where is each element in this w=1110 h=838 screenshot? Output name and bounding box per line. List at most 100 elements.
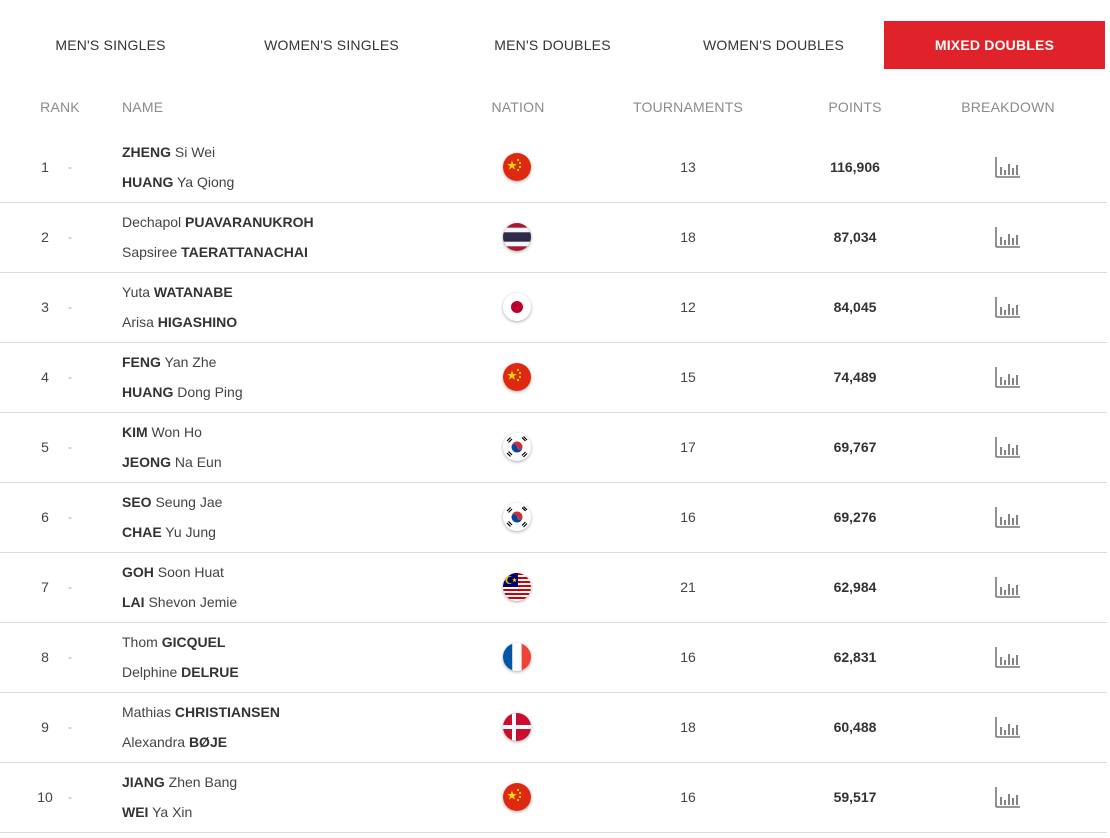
player-one-first: Yuta: [122, 284, 154, 300]
player-one-surname: WATANABE: [153, 284, 233, 300]
player-one-name[interactable]: Dechapol PUAVARANUKROH: [122, 210, 314, 240]
breakdown-chart-icon[interactable]: [995, 646, 1021, 668]
tab-mens-doubles[interactable]: MEN'S DOUBLES: [494, 37, 611, 53]
player-pair: GOH Soon Huat LAI Shevon Jemie: [122, 560, 237, 620]
rank-number: 8: [41, 649, 49, 665]
column-header-breakdown: BREAKDOWN: [961, 99, 1055, 115]
player-one-surname: JIANG: [122, 774, 165, 790]
rank-change: -: [68, 230, 72, 244]
malaysia-flag-icon: [503, 573, 531, 601]
table-row[interactable]: 5 - KIM Won Ho JEONG Na Eun 17 69,767: [0, 413, 1107, 483]
points-value: 69,276: [833, 509, 877, 525]
category-tabs: MEN'S SINGLES WOMEN'S SINGLES MEN'S DOUB…: [0, 21, 1105, 69]
breakdown-chart-icon[interactable]: [995, 506, 1021, 528]
player-two-surname: DELRUE: [181, 664, 239, 680]
player-one-name[interactable]: FENG Yan Zhe: [122, 350, 243, 380]
points-value: 69,767: [833, 439, 877, 455]
player-pair: KIM Won Ho JEONG Na Eun: [122, 420, 222, 480]
player-two-surname: JEONG: [122, 454, 172, 470]
korea-flag-icon: [503, 433, 531, 461]
player-pair: Thom GICQUEL Delphine DELRUE: [122, 630, 239, 690]
breakdown-chart-icon[interactable]: [995, 786, 1021, 808]
player-one-first: Mathias: [122, 704, 175, 720]
player-two-surname: WEI: [122, 804, 149, 820]
player-pair: JIANG Zhen Bang WEI Ya Xin: [122, 770, 237, 830]
korea-flag-icon: [503, 503, 531, 531]
table-row[interactable]: 2 - Dechapol PUAVARANUKROH Sapsiree TAER…: [0, 203, 1107, 273]
player-one-name[interactable]: ZHENG Si Wei: [122, 140, 234, 170]
france-flag-icon: [503, 643, 531, 671]
rank-number: 9: [41, 719, 49, 735]
table-row[interactable]: 10 - JIANG Zhen Bang WEI Ya Xin 16 59,51…: [0, 763, 1107, 833]
breakdown-chart-icon[interactable]: [995, 296, 1021, 318]
rank-change: -: [68, 300, 72, 314]
tab-womens-singles[interactable]: WOMEN'S SINGLES: [264, 37, 399, 53]
player-one-surname: ZHENG: [122, 144, 171, 160]
rankings-table-body: 1 - ZHENG Si Wei HUANG Ya Qiong 13 116,9…: [0, 133, 1107, 833]
player-two-first: Sapsiree: [122, 244, 182, 260]
tab-mixed-doubles[interactable]: MIXED DOUBLES: [884, 21, 1105, 69]
player-one-name[interactable]: Thom GICQUEL: [122, 630, 239, 660]
tournaments-count: 16: [680, 649, 696, 665]
player-two-name[interactable]: Delphine DELRUE: [122, 660, 239, 690]
player-one-first: Dechapol: [122, 214, 186, 230]
breakdown-chart-icon[interactable]: [995, 716, 1021, 738]
player-one-name[interactable]: KIM Won Ho: [122, 420, 222, 450]
player-two-first: Alexandra: [122, 734, 189, 750]
player-two-name[interactable]: LAI Shevon Jemie: [122, 590, 237, 620]
table-header: RANK NAME NATION TOURNAMENTS POINTS BREA…: [0, 92, 1107, 122]
player-one-surname: KIM: [122, 424, 148, 440]
rank-change: -: [68, 370, 72, 384]
rank-number: 10: [37, 789, 53, 805]
table-row[interactable]: 1 - ZHENG Si Wei HUANG Ya Qiong 13 116,9…: [0, 133, 1107, 203]
player-two-first: Delphine: [122, 664, 182, 680]
player-pair: SEO Seung Jae CHAE Yu Jung: [122, 490, 222, 550]
player-one-name[interactable]: SEO Seung Jae: [122, 490, 222, 520]
player-one-name[interactable]: Yuta WATANABE: [122, 280, 237, 310]
china-flag-icon: [503, 153, 531, 181]
tournaments-count: 21: [680, 579, 696, 595]
table-row[interactable]: 8 - Thom GICQUEL Delphine DELRUE 16 62,8…: [0, 623, 1107, 693]
player-two-name[interactable]: WEI Ya Xin: [122, 800, 237, 830]
table-row[interactable]: 9 - Mathias CHRISTIANSEN Alexandra BØJE …: [0, 693, 1107, 763]
table-row[interactable]: 6 - SEO Seung Jae CHAE Yu Jung 16 69,276: [0, 483, 1107, 553]
rank-number: 2: [41, 229, 49, 245]
breakdown-chart-icon[interactable]: [995, 226, 1021, 248]
tab-womens-doubles[interactable]: WOMEN'S DOUBLES: [702, 37, 845, 53]
breakdown-chart-icon[interactable]: [995, 436, 1021, 458]
player-pair: Dechapol PUAVARANUKROH Sapsiree TAERATTA…: [122, 210, 314, 270]
table-row[interactable]: 7 - GOH Soon Huat LAI Shevon Jemie 21 62…: [0, 553, 1107, 623]
player-pair: ZHENG Si Wei HUANG Ya Qiong: [122, 140, 234, 200]
tournaments-count: 18: [680, 719, 696, 735]
player-two-name[interactable]: Sapsiree TAERATTANACHAI: [122, 240, 314, 270]
player-two-surname: LAI: [122, 594, 145, 610]
player-two-name[interactable]: Alexandra BØJE: [122, 730, 280, 760]
column-header-rank: RANK: [40, 99, 80, 115]
player-two-name[interactable]: Arisa HIGASHINO: [122, 310, 237, 340]
player-one-surname: FENG: [122, 354, 161, 370]
player-one-name[interactable]: JIANG Zhen Bang: [122, 770, 237, 800]
player-one-name[interactable]: Mathias CHRISTIANSEN: [122, 700, 280, 730]
table-row[interactable]: 3 - Yuta WATANABE Arisa HIGASHINO 12 84,…: [0, 273, 1107, 343]
player-two-name[interactable]: JEONG Na Eun: [122, 450, 222, 480]
player-pair: FENG Yan Zhe HUANG Dong Ping: [122, 350, 243, 410]
player-two-given: Shevon Jemie: [144, 594, 238, 610]
tab-mens-singles[interactable]: MEN'S SINGLES: [55, 37, 166, 53]
breakdown-chart-icon[interactable]: [995, 366, 1021, 388]
breakdown-chart-icon[interactable]: [995, 576, 1021, 598]
tournaments-count: 16: [680, 789, 696, 805]
rank-change: -: [68, 440, 72, 454]
points-value: 60,488: [833, 719, 877, 735]
player-one-name[interactable]: GOH Soon Huat: [122, 560, 237, 590]
column-header-name: NAME: [122, 99, 164, 115]
column-header-points: POINTS: [828, 99, 882, 115]
player-two-surname: TAERATTANACHAI: [181, 244, 308, 260]
table-row[interactable]: 4 - FENG Yan Zhe HUANG Dong Ping 15 74,4…: [0, 343, 1107, 413]
player-two-name[interactable]: HUANG Ya Qiong: [122, 170, 234, 200]
player-two-name[interactable]: HUANG Dong Ping: [122, 380, 243, 410]
player-one-given: Seung Jae: [151, 494, 223, 510]
breakdown-chart-icon[interactable]: [995, 156, 1021, 178]
player-two-name[interactable]: CHAE Yu Jung: [122, 520, 222, 550]
player-two-surname: HIGASHINO: [157, 314, 238, 330]
player-one-surname: CHRISTIANSEN: [174, 704, 280, 720]
